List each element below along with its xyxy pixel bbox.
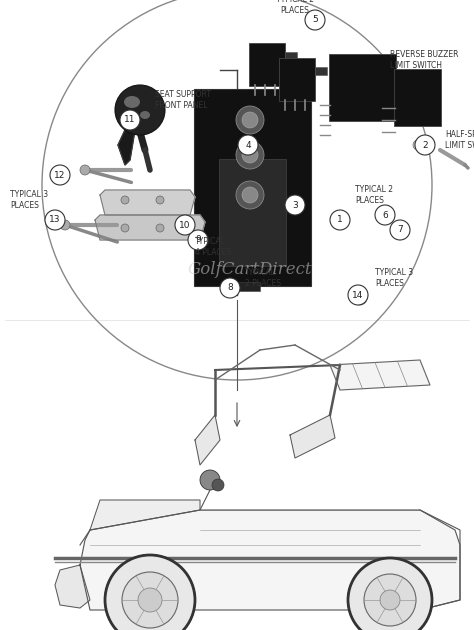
Circle shape	[120, 110, 140, 130]
Circle shape	[236, 106, 264, 134]
Circle shape	[310, 15, 320, 25]
Circle shape	[390, 220, 410, 240]
Circle shape	[156, 196, 164, 204]
Circle shape	[413, 140, 423, 150]
Polygon shape	[330, 360, 430, 390]
FancyBboxPatch shape	[194, 89, 311, 286]
Circle shape	[236, 181, 264, 209]
Polygon shape	[118, 125, 135, 165]
Circle shape	[224, 282, 236, 294]
Text: GolfCartDirect: GolfCartDirect	[188, 261, 312, 278]
Text: 9: 9	[195, 236, 201, 244]
FancyBboxPatch shape	[280, 57, 316, 101]
Text: 4: 4	[245, 140, 251, 149]
Polygon shape	[100, 190, 195, 215]
FancyBboxPatch shape	[329, 54, 396, 121]
Polygon shape	[95, 215, 205, 240]
Text: 6: 6	[382, 210, 388, 219]
Text: SEAT SUPPORT
FRONT PANEL: SEAT SUPPORT FRONT PANEL	[155, 90, 211, 110]
FancyBboxPatch shape	[229, 282, 261, 290]
Text: 14: 14	[352, 290, 364, 299]
Text: 5: 5	[312, 16, 318, 25]
Text: 2: 2	[422, 140, 428, 149]
Text: REVERSE BUZZER
LIMIT SWITCH: REVERSE BUZZER LIMIT SWITCH	[390, 50, 458, 70]
Circle shape	[415, 135, 435, 155]
Circle shape	[122, 572, 178, 628]
Text: HALF-SPEED
LIMIT SWITCH: HALF-SPEED LIMIT SWITCH	[445, 130, 474, 150]
Circle shape	[238, 135, 258, 155]
Polygon shape	[195, 415, 220, 465]
Circle shape	[121, 224, 129, 232]
Text: TYPICAL 3
PLACES: TYPICAL 3 PLACES	[10, 190, 48, 210]
Text: 8: 8	[227, 284, 233, 292]
Polygon shape	[55, 565, 90, 608]
Text: 7: 7	[397, 226, 403, 234]
Circle shape	[242, 147, 258, 163]
Text: TYPICAL
4 PLACES: TYPICAL 4 PLACES	[195, 237, 231, 257]
Text: TYPICAL 2
PLACES: TYPICAL 2 PLACES	[276, 0, 314, 15]
Circle shape	[364, 574, 416, 626]
Circle shape	[375, 205, 395, 225]
Circle shape	[175, 215, 195, 235]
Circle shape	[156, 224, 164, 232]
FancyBboxPatch shape	[249, 42, 285, 86]
Circle shape	[200, 470, 220, 490]
Text: 12: 12	[55, 171, 66, 180]
FancyBboxPatch shape	[394, 69, 441, 126]
Text: 13: 13	[49, 215, 61, 224]
Circle shape	[121, 196, 129, 204]
Ellipse shape	[140, 111, 150, 119]
Circle shape	[60, 220, 70, 230]
Polygon shape	[90, 500, 200, 530]
Text: TYPICAL
2 PLACES: TYPICAL 2 PLACES	[245, 268, 281, 288]
Circle shape	[285, 195, 305, 215]
Ellipse shape	[124, 96, 140, 108]
FancyBboxPatch shape	[315, 67, 328, 76]
Circle shape	[212, 479, 224, 491]
Circle shape	[348, 285, 368, 305]
Circle shape	[105, 555, 195, 630]
Circle shape	[50, 165, 70, 185]
Text: 10: 10	[179, 220, 191, 229]
FancyBboxPatch shape	[285, 52, 297, 60]
Circle shape	[220, 278, 240, 298]
Circle shape	[380, 590, 400, 610]
Circle shape	[330, 210, 350, 230]
Polygon shape	[290, 415, 335, 458]
Circle shape	[242, 112, 258, 128]
Text: 1: 1	[337, 215, 343, 224]
Circle shape	[242, 187, 258, 203]
Text: 3: 3	[292, 200, 298, 210]
Circle shape	[80, 165, 90, 175]
Circle shape	[236, 141, 264, 169]
Circle shape	[348, 558, 432, 630]
Circle shape	[115, 85, 165, 135]
Text: 11: 11	[124, 115, 136, 125]
Text: TYPICAL 2
PLACES: TYPICAL 2 PLACES	[355, 185, 393, 205]
Polygon shape	[80, 510, 460, 610]
FancyBboxPatch shape	[219, 159, 286, 266]
Circle shape	[305, 10, 325, 30]
Circle shape	[45, 210, 65, 230]
Circle shape	[138, 588, 162, 612]
Circle shape	[188, 230, 208, 250]
Text: TYPICAL 3
PLACES: TYPICAL 3 PLACES	[375, 268, 413, 288]
Circle shape	[353, 291, 367, 305]
